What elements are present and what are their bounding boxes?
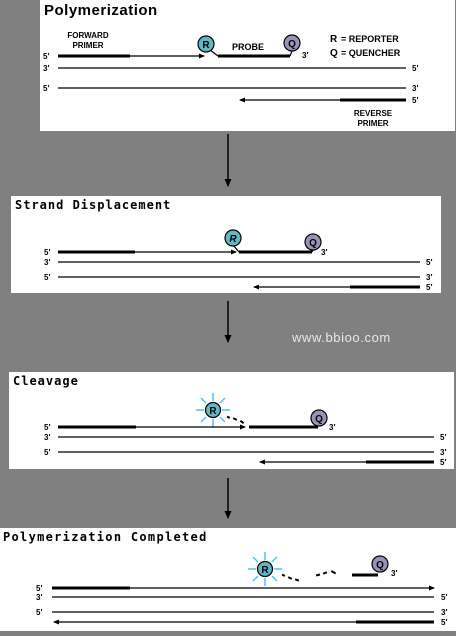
reverse-primer-label: PRIMER <box>357 119 388 128</box>
reporter-dye: R <box>224 229 242 247</box>
five-prime-label: 5′ <box>441 618 447 627</box>
reporter-dye: R <box>256 560 274 578</box>
five-prime-label: 5′ <box>412 96 418 105</box>
five-prime-label: 5′ <box>36 584 42 593</box>
quencher-dye: Q <box>283 34 301 52</box>
three-prime-label: 3′ <box>321 248 327 257</box>
forward-primer-label: FORWARD <box>67 31 108 40</box>
quencher-letter: Q <box>309 238 317 249</box>
three-prime-label: 3′ <box>440 448 446 457</box>
panel-background <box>0 528 456 631</box>
legend: R = REPORTER Q = QUENCHER <box>330 34 401 59</box>
five-prime-label: 5′ <box>441 593 447 602</box>
reporter-letter: R <box>229 234 237 245</box>
panel-title: Strand Displacement <box>15 198 171 212</box>
five-prime-label: 5′ <box>44 273 50 282</box>
five-prime-label: 5′ <box>426 258 432 267</box>
five-prime-label: 5′ <box>412 64 418 73</box>
five-prime-label: 5′ <box>43 52 49 61</box>
panel-strand-displacement: Strand Displacement 5′ R Q 3′ 3′ 5′ 5′ 3… <box>11 196 441 293</box>
legend-quencher-text: = QUENCHER <box>341 48 401 58</box>
quencher-letter: Q <box>376 560 384 571</box>
reporter-letter: R <box>202 40 210 51</box>
reporter-linker <box>209 49 219 57</box>
panel-cleavage: Cleavage R 5′ Q 3′ 3′ <box>9 372 454 469</box>
quencher-dye: Q <box>310 409 328 427</box>
three-prime-label: 3′ <box>329 423 335 432</box>
forward-primer-label: PRIMER <box>72 41 103 50</box>
five-prime-label: 5′ <box>36 608 42 617</box>
three-prime-label: 3′ <box>36 593 42 602</box>
five-prime-label: 5′ <box>44 423 50 432</box>
legend-reporter-text: = REPORTER <box>341 34 399 44</box>
reporter-letter: R <box>261 565 269 576</box>
reverse-primer-label: REVERSE <box>354 109 393 118</box>
three-prime-label: 3′ <box>441 608 447 617</box>
panel-background <box>40 0 455 131</box>
panel-title: Polymerization <box>44 2 158 19</box>
three-prime-label: 3′ <box>426 273 432 282</box>
five-prime-label: 5′ <box>43 84 49 93</box>
five-prime-label: 5′ <box>426 283 432 292</box>
quencher-dye: Q <box>371 555 389 573</box>
quencher-letter: Q <box>315 414 323 425</box>
five-prime-label: 5′ <box>44 448 50 457</box>
five-prime-label: 5′ <box>440 458 446 467</box>
three-prime-label: 3′ <box>44 258 50 267</box>
five-prime-label: 5′ <box>44 248 50 257</box>
reporter-letter: R <box>209 406 217 417</box>
panel-polymerization: Polymerization FORWARD PRIMER PROBE R = … <box>40 0 455 131</box>
quencher-linker <box>289 50 293 57</box>
cleaved-fragments <box>226 415 245 424</box>
legend-reporter-key: R <box>330 34 338 45</box>
reporter-dye: R <box>197 35 215 53</box>
three-prime-label: 3′ <box>391 569 397 578</box>
reporter-dye: R <box>204 401 222 419</box>
watermark: www.bbioo.com <box>291 330 391 345</box>
panel-title: Cleavage <box>13 374 79 388</box>
three-prime-label: 3′ <box>43 64 49 73</box>
panel-background <box>9 372 454 469</box>
legend-quencher-key: Q <box>330 48 338 59</box>
five-prime-label: 5′ <box>440 433 446 442</box>
quencher-dye: Q <box>304 233 322 251</box>
panel-title: Polymerization Completed <box>3 530 208 544</box>
three-prime-label: 3′ <box>302 51 308 60</box>
three-prime-label: 3′ <box>412 84 418 93</box>
cleaved-fragments <box>281 570 337 582</box>
fluorescence-glow <box>196 393 230 427</box>
panel-polymerization-completed: Polymerization Completed R Q <box>0 528 456 631</box>
three-prime-label: 3′ <box>44 433 50 442</box>
probe-label: PROBE <box>232 42 264 52</box>
fluorescence-glow <box>248 552 282 586</box>
quencher-letter: Q <box>288 39 296 50</box>
